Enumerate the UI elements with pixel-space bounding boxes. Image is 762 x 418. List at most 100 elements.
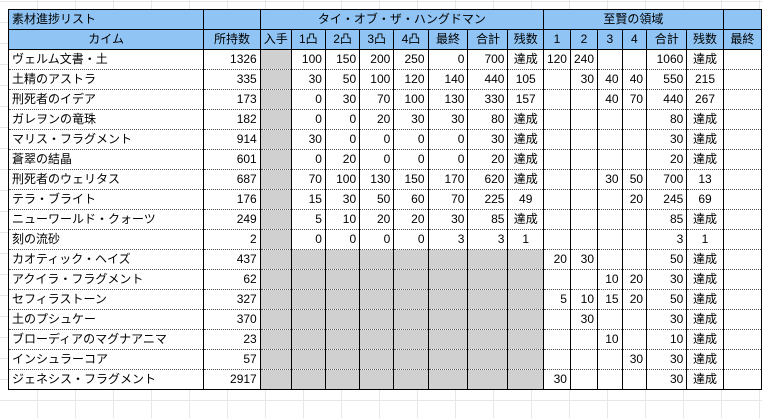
cell-final[interactable] [722, 169, 762, 190]
cell-g2-total[interactable]: 50 [646, 249, 688, 270]
cell-g1-final[interactable]: 30 [427, 209, 469, 230]
cell-g1-obtain[interactable] [259, 349, 292, 370]
cell-g1-uncap3[interactable] [359, 249, 395, 270]
cell-g1-final[interactable] [427, 349, 469, 370]
cell-final[interactable] [722, 369, 762, 390]
cell-final[interactable] [722, 349, 762, 370]
cell-g2-stage4[interactable] [621, 309, 648, 330]
cell-material-name[interactable]: アクイラ・フラグメント [7, 269, 205, 290]
cell-owned-count[interactable]: 62 [203, 269, 261, 290]
cell-g1-final[interactable]: 130 [427, 89, 469, 110]
cell-g1-obtain[interactable] [259, 109, 292, 130]
cell-g2-stage1[interactable] [542, 189, 571, 210]
cell-final[interactable] [722, 209, 762, 230]
cell-g2-stage3[interactable] [597, 309, 623, 330]
cell-g1-obtain[interactable] [259, 149, 292, 170]
cell-g1-uncap1[interactable] [290, 269, 326, 290]
cell-g1-final[interactable]: 0 [427, 129, 469, 150]
cell-g1-uncap1[interactable]: 30 [290, 129, 326, 150]
cell-material-name[interactable]: 土のプシュケー [7, 309, 205, 330]
cell-g1-remaining[interactable]: 49 [507, 189, 544, 210]
cell-g1-total[interactable]: 330 [467, 89, 509, 110]
cell-g2-remaining[interactable]: 達成 [686, 269, 724, 290]
cell-g1-obtain[interactable] [259, 169, 292, 190]
cell-g2-stage4[interactable] [621, 229, 648, 250]
cell-g2-stage2[interactable] [569, 349, 599, 370]
cell-g1-total[interactable]: 80 [467, 109, 509, 130]
cell-owned-count[interactable]: 437 [203, 249, 261, 270]
cell-g1-final[interactable] [427, 309, 469, 330]
cell-g1-remaining[interactable]: 105 [507, 69, 544, 90]
cell-g1-uncap1[interactable]: 30 [290, 69, 326, 90]
cell-g1-uncap4[interactable]: 0 [393, 149, 429, 170]
cell-g2-stage3[interactable] [597, 189, 623, 210]
cell-g2-stage4[interactable] [621, 109, 648, 130]
cell-g1-uncap1[interactable]: 0 [290, 229, 326, 250]
cell-g1-uncap4[interactable]: 0 [393, 129, 429, 150]
cell-g2-total[interactable]: 30 [646, 129, 688, 150]
cell-g1-uncap3[interactable] [359, 269, 395, 290]
cell-g2-remaining[interactable]: 1 [686, 229, 724, 250]
cell-g1-uncap2[interactable]: 20 [324, 149, 361, 170]
cell-g1-uncap2[interactable]: 0 [324, 129, 361, 150]
cell-owned-count[interactable]: 914 [203, 129, 261, 150]
cell-g1-total[interactable] [467, 269, 509, 290]
cell-g2-stage4[interactable]: 20 [621, 269, 648, 290]
cell-g1-obtain[interactable] [259, 89, 292, 110]
cell-material-name[interactable]: ジェネシス・フラグメント [7, 369, 205, 390]
cell-g2-stage3[interactable] [597, 249, 623, 270]
cell-g2-remaining[interactable]: 達成 [686, 369, 724, 390]
cell-g2-stage3[interactable] [597, 369, 623, 390]
cell-g1-uncap2[interactable]: 30 [324, 189, 361, 210]
cell-g2-stage1[interactable] [542, 329, 571, 350]
cell-material-name[interactable]: カオティック・ヘイズ [7, 249, 205, 270]
cell-g1-total[interactable] [467, 249, 509, 270]
cell-material-name[interactable]: ブローディアのマグナアニマ [7, 329, 205, 350]
cell-g2-stage4[interactable] [621, 369, 648, 390]
cell-g2-total[interactable]: 80 [646, 109, 688, 130]
cell-g2-remaining[interactable]: 達成 [686, 109, 724, 130]
cell-final[interactable] [722, 89, 762, 110]
cell-owned-count[interactable]: 249 [203, 209, 261, 230]
cell-owned-count[interactable]: 57 [203, 349, 261, 370]
cell-g2-stage3[interactable]: 30 [597, 169, 623, 190]
cell-g1-obtain[interactable] [259, 269, 292, 290]
cell-g1-remaining[interactable] [507, 369, 544, 390]
cell-g1-final[interactable]: 0 [427, 149, 469, 170]
cell-g2-stage3[interactable] [597, 229, 623, 250]
cell-g1-uncap3[interactable] [359, 309, 395, 330]
cell-final[interactable] [722, 309, 762, 330]
cell-g1-remaining[interactable]: 達成 [507, 129, 544, 150]
cell-g2-stage1[interactable] [542, 69, 571, 90]
cell-g1-obtain[interactable] [259, 309, 292, 330]
cell-g1-obtain[interactable] [259, 129, 292, 150]
cell-g2-stage2[interactable] [569, 89, 599, 110]
cell-g1-uncap2[interactable] [324, 249, 361, 270]
cell-material-name[interactable]: ニューワールド・クォーツ [7, 209, 205, 230]
cell-g2-stage3[interactable] [597, 209, 623, 230]
cell-g1-final[interactable] [427, 269, 469, 290]
cell-g1-uncap1[interactable] [290, 329, 326, 350]
cell-g1-final[interactable]: 30 [427, 109, 469, 130]
cell-g1-uncap4[interactable] [393, 349, 429, 370]
cell-g1-uncap3[interactable]: 100 [359, 69, 395, 90]
cell-owned-count[interactable]: 23 [203, 329, 261, 350]
cell-g2-remaining[interactable]: 13 [686, 169, 724, 190]
cell-owned-count[interactable]: 182 [203, 109, 261, 130]
cell-g2-total[interactable]: 30 [646, 369, 688, 390]
cell-g1-uncap1[interactable] [290, 249, 326, 270]
cell-owned-count[interactable]: 687 [203, 169, 261, 190]
cell-g1-uncap2[interactable]: 0 [324, 109, 361, 130]
cell-final[interactable] [722, 229, 762, 250]
cell-g2-stage3[interactable] [597, 349, 623, 370]
cell-g1-final[interactable]: 170 [427, 169, 469, 190]
cell-g1-uncap2[interactable] [324, 289, 361, 310]
cell-g1-final[interactable] [427, 249, 469, 270]
cell-g2-remaining[interactable]: 達成 [686, 209, 724, 230]
cell-g1-uncap4[interactable]: 150 [393, 169, 429, 190]
cell-owned-count[interactable]: 1326 [203, 49, 261, 70]
cell-g2-stage1[interactable] [542, 269, 571, 290]
cell-g2-stage2[interactable] [569, 109, 599, 130]
cell-g1-remaining[interactable]: 達成 [507, 209, 544, 230]
cell-g1-remaining[interactable] [507, 329, 544, 350]
